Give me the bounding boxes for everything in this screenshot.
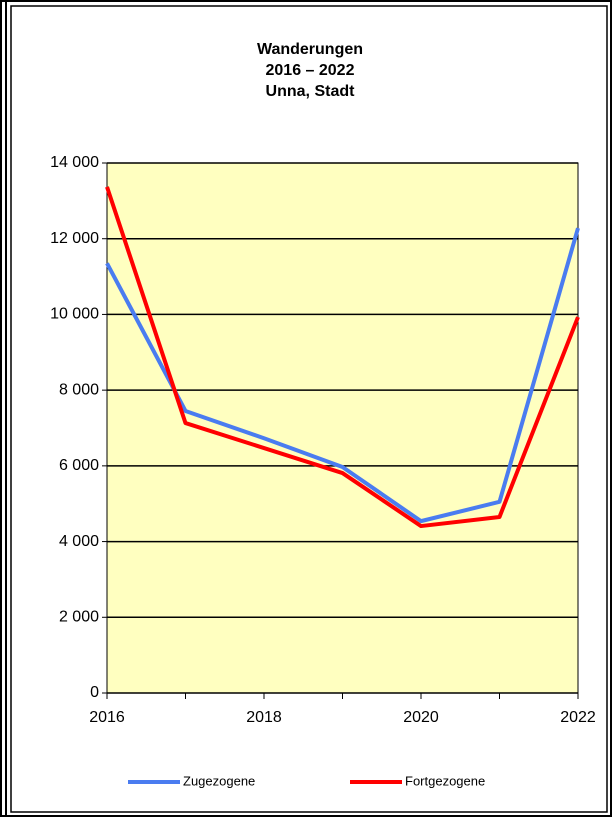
series-line <box>105 186 580 529</box>
y-tick-label: 14 000 <box>50 154 99 171</box>
x-tick-label: 2018 <box>246 709 282 726</box>
inner-frame <box>10 5 608 813</box>
plot-area <box>106 162 579 694</box>
chart-title: 2016 – 2022 <box>266 62 355 79</box>
chart-title: Wanderungen <box>257 41 363 58</box>
y-tick-label: 12 000 <box>50 230 99 247</box>
legend-label: Fortgezogene <box>405 773 485 788</box>
y-tick-label: 6 000 <box>59 457 99 474</box>
legend-label: Zugezogene <box>183 773 255 788</box>
y-tick-label: 10 000 <box>50 306 99 323</box>
chart-title: Unna, Stadt <box>266 83 356 100</box>
series-line <box>105 227 580 524</box>
y-tick-label: 2 000 <box>59 609 99 626</box>
y-tick-label: 8 000 <box>59 381 99 398</box>
y-tick-label: 4 000 <box>59 533 99 550</box>
x-tick-label: 2016 <box>89 709 125 726</box>
y-tick-label: 0 <box>90 684 99 701</box>
x-tick-label: 2022 <box>560 709 596 726</box>
x-tick-label: 2020 <box>403 709 439 726</box>
